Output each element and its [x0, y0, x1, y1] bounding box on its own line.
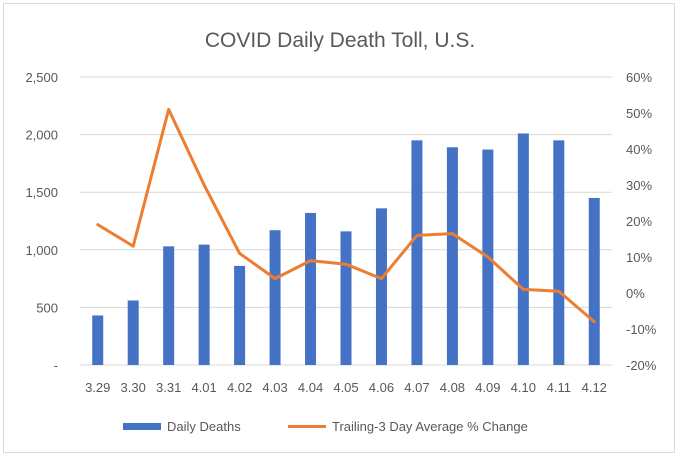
x-axis-tick-label: 4.01 — [191, 380, 216, 395]
chart-title: COVID Daily Death Toll, U.S. — [205, 29, 475, 52]
left-axis-tick-label: 1,500 — [25, 185, 58, 200]
x-axis-tick-label: 4.08 — [440, 380, 465, 395]
bar — [553, 140, 565, 365]
line-series-trailing-change — [96, 107, 596, 324]
left-axis-tick-label: - — [54, 358, 58, 373]
bar — [340, 231, 352, 365]
bar — [375, 208, 387, 365]
bar — [446, 147, 458, 365]
right-axis-tick-label: -10% — [626, 322, 657, 337]
bar — [92, 315, 104, 365]
x-axis-tick-label: 3.31 — [156, 380, 181, 395]
legend-label-daily-deaths: Daily Deaths — [167, 419, 241, 434]
x-axis-tick-label: 4.10 — [511, 380, 536, 395]
x-axis-tick-label: 4.04 — [298, 380, 323, 395]
bar — [588, 197, 600, 365]
left-axis-tick-label: 1,000 — [25, 243, 58, 258]
legend-swatch-daily-deaths — [123, 423, 161, 430]
legend: Daily Deaths Trailing-3 Day Average % Ch… — [123, 419, 528, 434]
x-axis-tick-label: 3.30 — [121, 380, 146, 395]
x-axis-tick-label: 4.02 — [227, 380, 252, 395]
left-axis-ticks: - 500 1,000 1,500 2,000 2,500 — [25, 70, 58, 373]
right-axis-tick-label: -20% — [626, 358, 657, 373]
bar — [305, 212, 317, 365]
bar — [127, 300, 139, 365]
x-axis-tick-label: 4.11 — [547, 380, 571, 395]
right-axis-tick-label: 10% — [626, 250, 652, 265]
bar — [198, 244, 210, 365]
x-axis-tick-label: 4.09 — [475, 380, 500, 395]
left-axis-tick-label: 2,000 — [25, 128, 58, 143]
bar — [411, 140, 423, 365]
bar — [234, 265, 246, 365]
x-axis-tick-label: 4.06 — [369, 380, 394, 395]
x-axis-tick-label: 4.03 — [262, 380, 287, 395]
bar — [163, 246, 175, 365]
right-axis-tick-label: 40% — [626, 142, 652, 157]
x-axis-tick-label: 4.07 — [404, 380, 429, 395]
x-axis-tick-label: 4.12 — [582, 380, 607, 395]
right-axis-tick-label: 30% — [626, 178, 652, 193]
series-line — [96, 107, 596, 324]
x-axis-tick-label: 3.29 — [85, 380, 110, 395]
right-axis-tick-label: 0% — [626, 286, 645, 301]
bar-series-daily-deaths — [92, 133, 600, 365]
right-axis-ticks: -20% -10% 0% 10% 20% 30% 40% 50% 60% — [626, 70, 657, 373]
x-axis-tick-label: 4.05 — [333, 380, 358, 395]
legend-label-trailing-change: Trailing-3 Day Average % Change — [332, 419, 528, 434]
right-axis-tick-label: 60% — [626, 70, 652, 85]
left-axis-tick-label: 500 — [36, 300, 58, 315]
bar — [269, 230, 281, 365]
bar — [517, 133, 529, 365]
left-axis-tick-label: 2,500 — [25, 70, 58, 85]
x-axis-ticks: 3.29 3.30 3.31 4.01 4.02 4.03 4.04 4.05 4.06 4.07… — [85, 380, 607, 395]
right-axis-tick-label: 20% — [626, 214, 652, 229]
right-axis-tick-label: 50% — [626, 106, 652, 121]
